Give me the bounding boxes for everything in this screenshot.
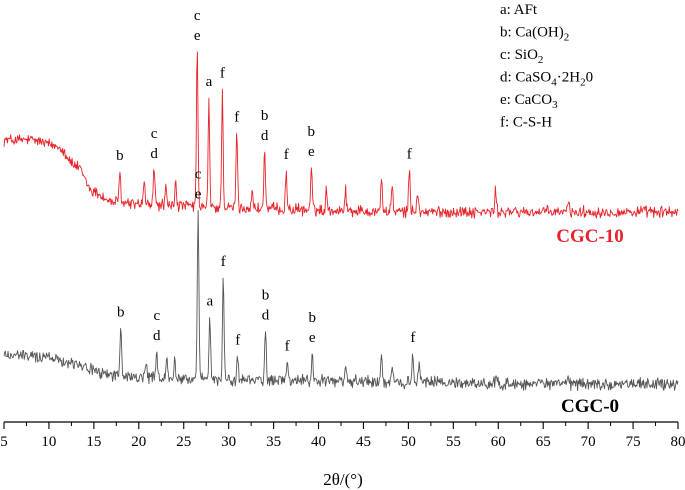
peak-label: c [153,308,160,324]
x-tick-label: 10 [41,434,56,450]
x-axis-title: 2θ/(°) [323,470,363,489]
legend-entry: b: Ca(OH)2 [500,25,569,44]
series-line-cgc-10 [3,51,679,219]
peak-label: f [235,332,240,348]
peak-label: c [194,8,201,24]
peak-label: f [234,110,239,126]
peak-label: d [261,128,269,144]
peak-label: c [151,126,158,142]
peak-label: b [261,108,269,124]
x-tick-label: 30 [221,434,236,450]
peak-label: b [117,304,125,320]
series-label-cgc-0: CGC-0 [561,396,619,417]
peak-label: a [206,294,213,310]
peak-label: e [309,330,316,346]
series-layer [3,51,679,392]
series-line-cgc-0 [3,210,679,392]
peak-label: e [195,187,202,203]
x-tick-label: 15 [86,434,101,450]
x-tick-label: 60 [491,434,506,450]
x-axis: 5 10 15 20 25 30 35 40 45 50 55 60 65 70 75 80 [0,421,685,450]
peak-label: f [285,338,290,354]
x-tick-label: 5 [0,434,8,450]
x-tick-label: 55 [446,434,461,450]
peak-label: e [308,144,315,160]
peak-label: f [221,254,226,270]
peak-label: b [262,288,270,304]
peak-label: b [308,124,316,140]
peak-label: b [116,148,124,164]
peak-label: e [194,28,201,44]
legend-entry: c: SiO2 [500,47,543,66]
legend-entry: e: CaCO3 [500,92,558,111]
x-tick-label: 65 [536,434,551,450]
peak-label: b [308,310,316,326]
legend: a: AFt b: Ca(OH)2 c: SiO2 d: CaSO4·2H20 e: C… [500,2,593,131]
x-tick-label: 50 [401,434,416,450]
legend-entry: d: CaSO4·2H20 [500,70,593,89]
series-label-cgc-10: CGC-10 [556,226,624,247]
peak-label: f [284,147,289,163]
peak-label: c [195,167,202,183]
x-tick-label: 40 [311,434,326,450]
peak-label: d [153,328,161,344]
peak-label: f [407,146,412,162]
x-tick-label: 35 [266,434,281,450]
peak-label: d [262,308,270,324]
legend-entry: f: C-S-H [500,115,552,131]
x-tick-label: 45 [356,434,371,450]
peak-label: f [220,65,225,81]
x-tick-label: 70 [581,434,596,450]
peak-label: a [206,74,213,90]
peak-label: d [150,146,158,162]
x-tick-label: 75 [626,434,641,450]
x-tick-label: 20 [131,434,146,450]
x-tick-label: 25 [176,434,191,450]
x-tick-label: 80 [671,434,685,450]
peak-label: f [410,330,415,346]
legend-entry: a: AFt [500,2,538,18]
